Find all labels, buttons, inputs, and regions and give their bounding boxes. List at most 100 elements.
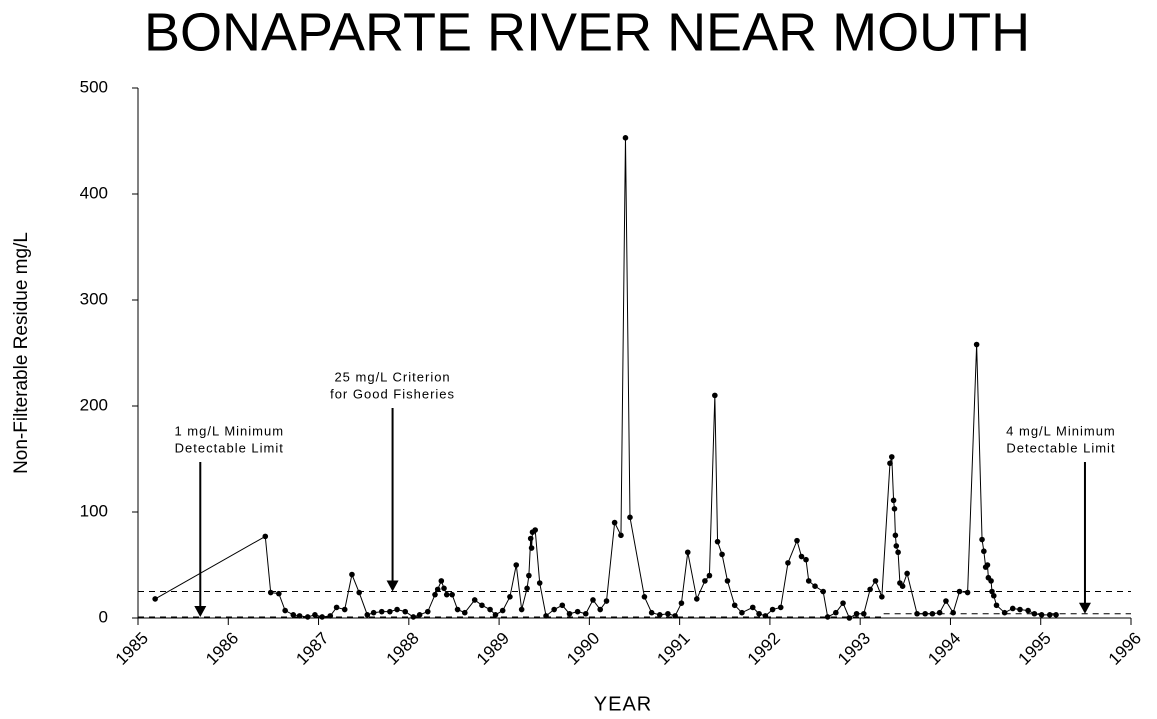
annotation-text: for Good Fisheries [330, 386, 455, 401]
data-point [394, 606, 400, 613]
data-point [739, 609, 745, 616]
data-point [993, 602, 1000, 609]
data-point [989, 588, 995, 595]
data-point [794, 537, 800, 544]
data-point [1046, 612, 1053, 618]
data-point [749, 604, 756, 611]
annotation-text: Detectable Limit [1006, 440, 1115, 455]
arrow-head [194, 605, 207, 617]
annotation-text: Detectable Limit [175, 440, 284, 455]
data-point [914, 610, 920, 617]
data-point [769, 606, 776, 613]
data-point [471, 597, 478, 603]
data-point [434, 586, 441, 593]
data-point [492, 612, 499, 618]
data-point [706, 572, 713, 579]
data-point [890, 497, 897, 504]
data-point [879, 594, 885, 600]
data-point [824, 614, 831, 620]
data-point [665, 610, 671, 617]
data-point [964, 589, 971, 596]
x-tick-label: 1990 [563, 629, 603, 669]
data-point [333, 604, 340, 611]
data-point [290, 612, 297, 618]
series-line [154, 137, 1057, 619]
data-point [798, 553, 805, 560]
data-point [582, 610, 589, 617]
data-point [990, 592, 997, 599]
data-point [1009, 605, 1016, 612]
x-tick-label: 1988 [383, 629, 423, 669]
x-tick-label: 1996 [1105, 629, 1145, 669]
y-tick-label: 400 [80, 183, 108, 202]
x-tick-label: 1987 [292, 629, 332, 669]
y-tick-label: 0 [99, 607, 108, 626]
data-point [892, 532, 899, 539]
data-point [526, 572, 532, 579]
data-point [304, 614, 311, 620]
data-point [276, 590, 282, 597]
data-point [527, 535, 534, 542]
data-point [532, 527, 538, 533]
data-point [152, 596, 158, 602]
data-point [551, 606, 557, 613]
data-point [416, 612, 423, 618]
data-point [370, 609, 377, 616]
data-point [487, 606, 493, 613]
data-point [988, 578, 994, 584]
data-point [618, 532, 624, 539]
data-point [641, 594, 648, 600]
data-point [378, 608, 385, 615]
data-point [702, 578, 708, 584]
data-point [904, 570, 910, 577]
data-point [262, 533, 269, 540]
data-point [803, 556, 809, 563]
data-point [479, 602, 485, 609]
data-point [341, 606, 348, 613]
y-axis-label: Non-Filterable Residue mg/L [11, 232, 32, 474]
data-point [956, 588, 963, 595]
data-point [756, 610, 762, 617]
annotation-text: 4 mg/L Minimum [1006, 423, 1116, 438]
data-point [282, 607, 288, 614]
data-point [543, 613, 549, 619]
data-point [559, 602, 566, 609]
data-point [349, 571, 355, 578]
data-point [441, 585, 447, 592]
y-tick-label: 100 [80, 501, 108, 520]
data-point [449, 591, 455, 598]
data-point [678, 600, 685, 606]
data-point [267, 589, 274, 596]
data-point [603, 598, 610, 604]
data-point [590, 597, 596, 603]
data-point [356, 589, 362, 596]
data-point [296, 613, 303, 619]
data-point [524, 585, 530, 592]
data-point [893, 543, 900, 549]
data-point [973, 341, 980, 348]
data-point [443, 591, 450, 598]
data-point [410, 614, 417, 620]
data-point [327, 613, 334, 619]
data-point [597, 606, 603, 613]
annotation-text: 1 mg/L Minimum [174, 423, 284, 438]
data-point [648, 609, 655, 616]
data-point [319, 614, 325, 620]
data-point [507, 594, 513, 600]
data-point [684, 549, 691, 556]
data-point [438, 578, 445, 584]
data-point [936, 609, 943, 616]
data-point [820, 588, 826, 595]
data-point [693, 596, 700, 602]
arrow-head [1078, 602, 1091, 614]
data-point [929, 610, 936, 617]
data-point [899, 583, 906, 589]
data-point [888, 454, 895, 460]
data-point [402, 608, 409, 615]
data-point [891, 506, 898, 512]
data-point [943, 598, 949, 604]
x-tick-label: 1995 [1015, 629, 1055, 669]
x-tick-label: 1992 [744, 629, 784, 669]
data-point [714, 538, 721, 545]
